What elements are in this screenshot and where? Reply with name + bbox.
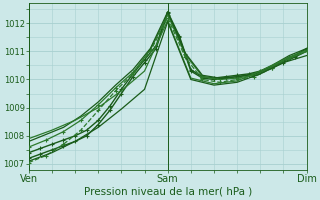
X-axis label: Pression niveau de la mer( hPa ): Pression niveau de la mer( hPa ) [84, 187, 252, 197]
